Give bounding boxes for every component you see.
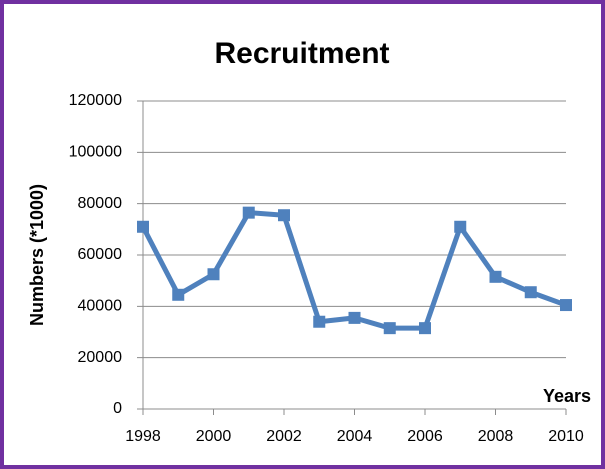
x-tick-label: 2010 — [548, 428, 584, 445]
x-tick-label: 2004 — [337, 428, 373, 445]
x-tick-label: 2002 — [266, 428, 302, 445]
y-tick-label: 0 — [113, 400, 122, 417]
x-tick-label: 2006 — [407, 428, 443, 445]
y-tick-label: 100000 — [69, 144, 122, 161]
marker — [242, 206, 255, 219]
x-axis-label: Years — [543, 386, 591, 406]
marker — [172, 288, 185, 301]
marker — [348, 311, 361, 324]
marker — [278, 209, 290, 222]
marker — [383, 322, 396, 335]
marker — [137, 220, 149, 233]
x-tick-label: 2008 — [478, 428, 514, 445]
y-tick-label: 60000 — [78, 246, 123, 263]
y-tick-label: 40000 — [78, 298, 123, 315]
marker — [560, 299, 572, 312]
y-axis-label: Numbers (*1000) — [27, 184, 47, 326]
marker — [313, 315, 326, 328]
y-tick-label: 80000 — [78, 195, 123, 212]
x-tick-label: 1998 — [125, 428, 161, 445]
marker — [489, 270, 502, 283]
marker — [454, 220, 467, 233]
x-tick-label: 2000 — [196, 428, 232, 445]
marker — [524, 286, 537, 299]
marker — [419, 322, 431, 335]
chart-title: Recruitment — [214, 37, 389, 70]
marker — [207, 268, 220, 281]
y-tick-label: 120000 — [69, 92, 122, 109]
y-tick-label: 20000 — [78, 349, 123, 366]
